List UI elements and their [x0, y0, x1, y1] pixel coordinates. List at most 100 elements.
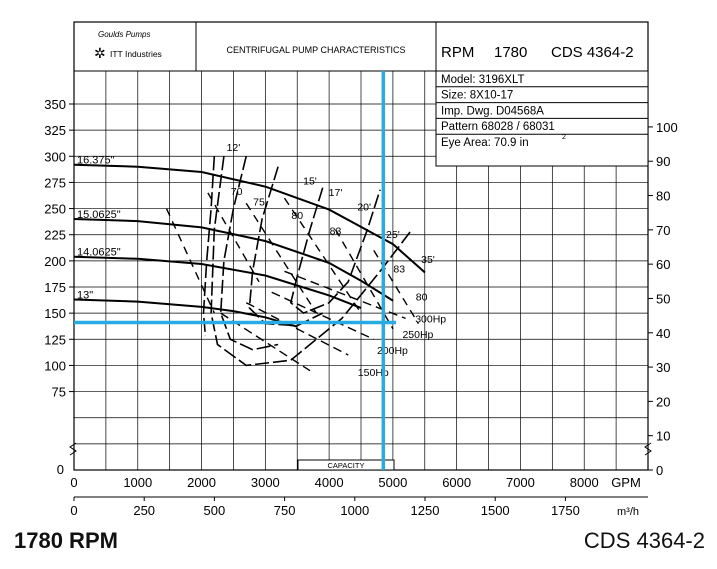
- y-right-tick-label: 30: [656, 360, 670, 375]
- power-line: [245, 302, 349, 356]
- x-tick-label: 0: [70, 475, 77, 490]
- y-left-tick-label: 225: [44, 228, 66, 243]
- efficiency-label: 80: [291, 210, 303, 222]
- npsh-label: 15': [303, 176, 317, 188]
- impeller-curve: [73, 163, 426, 274]
- x2-tick-label: 250: [133, 503, 155, 518]
- impeller-curve: [73, 218, 394, 302]
- npsh-label: 20': [357, 202, 371, 214]
- y-left-tick-label: 175: [44, 280, 66, 295]
- efficiency-contour: [289, 187, 381, 315]
- x-tick-label: 7000: [506, 475, 535, 490]
- company-logo: Goulds Pumps ✲ ITT Industries: [94, 30, 162, 61]
- efficiency-label: 83: [393, 263, 405, 275]
- logo-line1: Goulds Pumps: [98, 30, 150, 39]
- x2-tick-label: 0: [70, 503, 77, 518]
- info-row: Size: 8X10-17: [441, 90, 513, 102]
- x-tick-label: 4000: [315, 475, 344, 490]
- cds-number: CDS 4364-2: [551, 44, 634, 61]
- y-left-tick-label: 350: [44, 97, 66, 112]
- x2-tick-label: 1750: [551, 503, 580, 518]
- pump-info: Model: 3196XLT Size: 8X10-17 Imp. Dwg. D04…: [436, 74, 648, 149]
- y-left-tick-label: 150: [44, 306, 66, 321]
- efficiency-contour: [210, 156, 413, 367]
- logo-line2: ITT Industries: [110, 49, 162, 59]
- pump-curve-chart: Goulds Pumps ✲ ITT Industries CENTRIFUGA…: [44, 21, 678, 518]
- npsh-label: 17': [329, 187, 343, 199]
- impeller-label: 14.0625": [77, 247, 121, 259]
- info-row: Imp. Dwg. D04568A: [441, 105, 544, 117]
- x2-tick-label: 1500: [481, 503, 510, 518]
- y-right-tick-label: 20: [656, 394, 670, 409]
- y-left-tick-label: 325: [44, 123, 66, 138]
- y-right-tick-label: 70: [656, 223, 670, 238]
- npsh-label: 35': [421, 254, 435, 266]
- y-left-tick-label: 100: [44, 358, 66, 373]
- y-right-tick-label: 60: [656, 257, 670, 272]
- npsh-label: 25': [386, 229, 400, 241]
- y-left-zero-label: 0: [57, 462, 64, 477]
- efficiency-contour: [248, 166, 324, 327]
- power-label: 250Hp: [402, 329, 433, 341]
- y-left-tick-label: 200: [44, 254, 66, 269]
- y-left-tick-label: 75: [52, 385, 66, 400]
- info-row: Pattern 68028 / 68031: [441, 121, 555, 133]
- impeller-label: 15.0625": [77, 209, 121, 221]
- info-row: Eye Area: 70.9 in: [441, 137, 529, 149]
- power-label: 150Hp: [358, 367, 389, 379]
- x2-tick-label: 1000: [340, 503, 369, 518]
- npsh-line: [207, 192, 260, 283]
- chart-title: CENTRIFUGAL PUMP CHARACTERISTICS: [226, 45, 405, 55]
- x-tick-label: 8000: [570, 475, 599, 490]
- y-right-tick-label: 50: [656, 291, 670, 306]
- y-left-tick-label: 300: [44, 149, 66, 164]
- npsh-line: [373, 250, 419, 324]
- logo-star-icon: ✲: [94, 45, 106, 61]
- efficiency-label: 75: [253, 196, 265, 208]
- y-right-tick-label: 90: [656, 154, 670, 169]
- npsh-line: [334, 229, 394, 330]
- chart-overlay: [74, 71, 397, 470]
- npsh-line: [165, 208, 215, 314]
- power-line: [284, 270, 406, 320]
- efficiency-contour: [219, 156, 279, 351]
- chart-grid: [74, 71, 648, 470]
- y-left-tick-label: 125: [44, 332, 66, 347]
- x2-tick-label: 750: [274, 503, 296, 518]
- capacity-label: CAPACITY: [328, 461, 365, 470]
- x2-tick-label: 500: [204, 503, 226, 518]
- y-right-tick-label: 10: [656, 429, 670, 444]
- x-tick-label: 2000: [187, 475, 216, 490]
- efficiency-label: 80: [416, 292, 428, 304]
- power-line: [271, 291, 375, 340]
- chart-curves: 16.375" 15.0625" 14.0625" 13" 70 75 80 83 83 80 12…: [73, 142, 446, 379]
- efficiency-contour: [202, 156, 216, 337]
- x-axis-label: GPM: [611, 475, 641, 490]
- x-tick-label: 1000: [123, 475, 152, 490]
- x-tick-label: 6000: [442, 475, 471, 490]
- y-right-tick-label: 40: [656, 326, 670, 341]
- x-tick-label: 3000: [251, 475, 280, 490]
- capacity-box: [297, 459, 395, 471]
- efficiency-label: 70: [231, 186, 243, 198]
- y-right-tick-label: 100: [656, 120, 678, 135]
- x2-axis-label: m³/h: [617, 506, 639, 518]
- axis-break-mark: [69, 442, 77, 456]
- y-right-tick-label: 80: [656, 189, 670, 204]
- npsh-line: [245, 202, 317, 314]
- y-left-tick-label: 250: [44, 202, 66, 217]
- power-label: 300Hp: [415, 314, 446, 326]
- info-row: Model: 3196XLT: [441, 74, 525, 86]
- rpm-label: RPM: [441, 44, 474, 61]
- footer-cds: CDS 4364-2: [583, 528, 705, 553]
- impeller-label: 16.375": [77, 155, 115, 167]
- npsh-label: 12': [227, 142, 241, 154]
- y-right-tick-label: 0: [656, 463, 663, 478]
- rpm-value: 1780: [494, 44, 527, 61]
- y-left-tick-label: 275: [44, 175, 66, 190]
- impeller-curve: [73, 298, 298, 328]
- x-tick-label: 5000: [378, 475, 407, 490]
- npsh-line: [283, 197, 362, 314]
- x2-tick-label: 1250: [411, 503, 440, 518]
